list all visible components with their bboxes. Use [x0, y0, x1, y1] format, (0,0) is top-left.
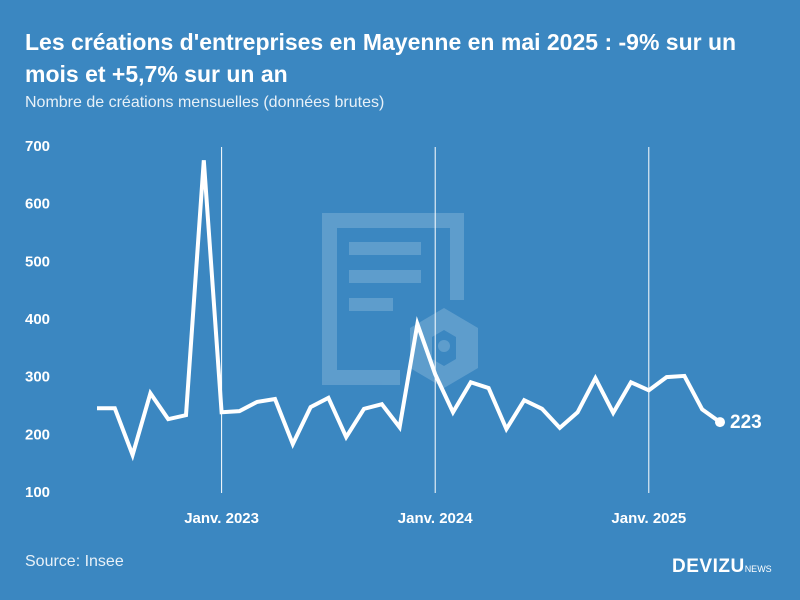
x-tick-label: Janv. 2025 [611, 510, 686, 527]
chart-title: Les créations d'entreprises en Mayenne e… [25, 29, 737, 87]
y-tick-label: 300 [25, 369, 50, 386]
y-tick-label: 100 [25, 484, 50, 501]
chart-subtitle: Nombre de créations mensuelles (données … [25, 94, 385, 111]
data-label: 223 [730, 412, 762, 433]
brand-logo: DEVIZUNEWS [672, 556, 772, 578]
x-tick-label: Janv. 2024 [398, 510, 473, 527]
brand-suffix: NEWS [744, 564, 772, 574]
source: Source: Insee [25, 553, 124, 570]
brand: DEVIZU [672, 556, 745, 577]
y-tick-label: 400 [25, 311, 50, 328]
x-tick-label: Janv. 2023 [184, 510, 259, 527]
line [97, 160, 722, 462]
y-tick-label: 500 [25, 253, 50, 270]
watermark-icon [322, 213, 478, 388]
y-tick-label: 600 [25, 196, 50, 213]
y-tick-label: 200 [25, 426, 50, 443]
y-tick-label: 700 [25, 138, 50, 155]
end-point [715, 417, 725, 428]
